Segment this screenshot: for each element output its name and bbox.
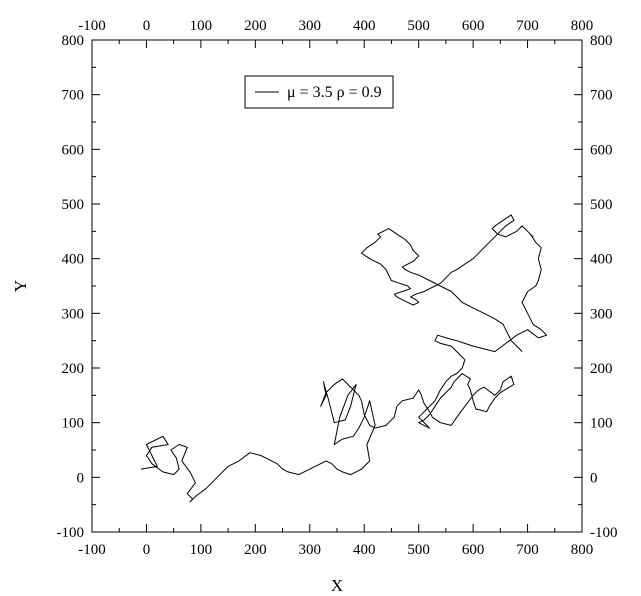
x-tick-label-top: 100 [190, 18, 213, 34]
x-tick-label: 600 [462, 542, 485, 558]
x-tick-label: 0 [143, 542, 151, 558]
y-tick-label-right: -100 [590, 525, 618, 541]
legend: μ = 3.5 ρ = 0.9 [245, 76, 393, 108]
y-tick-label-right: 300 [590, 306, 613, 322]
y-tick-label: 400 [62, 252, 85, 268]
y-axis-title: Y [11, 280, 30, 292]
y-tick-label: 200 [62, 361, 85, 377]
y-tick-label: 300 [62, 306, 85, 322]
y-tick-label-right: 800 [590, 33, 613, 49]
plot-frame [92, 40, 582, 532]
x-tick-label: 800 [571, 542, 594, 558]
y-tick-label-right: 700 [590, 88, 613, 104]
x-tick-label-top: 700 [516, 18, 539, 34]
series-layer [141, 215, 547, 502]
y-tick-label: 500 [62, 197, 85, 213]
y-tick-label-right: 500 [590, 197, 613, 213]
axis-ticks [92, 40, 582, 532]
y-tick-label: 700 [62, 88, 85, 104]
y-tick-label-right: 400 [590, 252, 613, 268]
y-tick-label-right: 600 [590, 142, 613, 158]
x-tick-label-top: 300 [299, 18, 322, 34]
x-tick-label: 300 [299, 542, 322, 558]
x-axis-title: X [331, 576, 343, 595]
x-tick-label-top: 0 [143, 18, 151, 34]
legend-entry: μ = 3.5 ρ = 0.9 [287, 84, 382, 101]
x-tick-label: -100 [78, 542, 106, 558]
x-tick-label: 500 [407, 542, 430, 558]
y-tick-label: 100 [62, 416, 85, 432]
y-tick-label-right: 200 [590, 361, 613, 377]
y-tick-label: 600 [62, 142, 85, 158]
x-tick-label: 100 [190, 542, 213, 558]
x-tick-label-top: 400 [353, 18, 376, 34]
y-tick-label: 800 [62, 33, 85, 49]
x-tick-label: 700 [516, 542, 539, 558]
x-tick-label-top: 500 [407, 18, 430, 34]
x-tick-label-top: 200 [244, 18, 267, 34]
x-tick-label-top: -100 [78, 18, 106, 34]
x-tick-label: 400 [353, 542, 376, 558]
x-tick-label-top: 600 [462, 18, 485, 34]
series-line [141, 215, 547, 502]
x-tick-label: 200 [244, 542, 267, 558]
y-tick-label-right: 0 [590, 470, 598, 486]
y-tick-label-right: 100 [590, 416, 613, 432]
x-tick-label-top: 800 [571, 18, 594, 34]
y-tick-label: -100 [57, 525, 85, 541]
y-tick-label: 0 [77, 470, 85, 486]
